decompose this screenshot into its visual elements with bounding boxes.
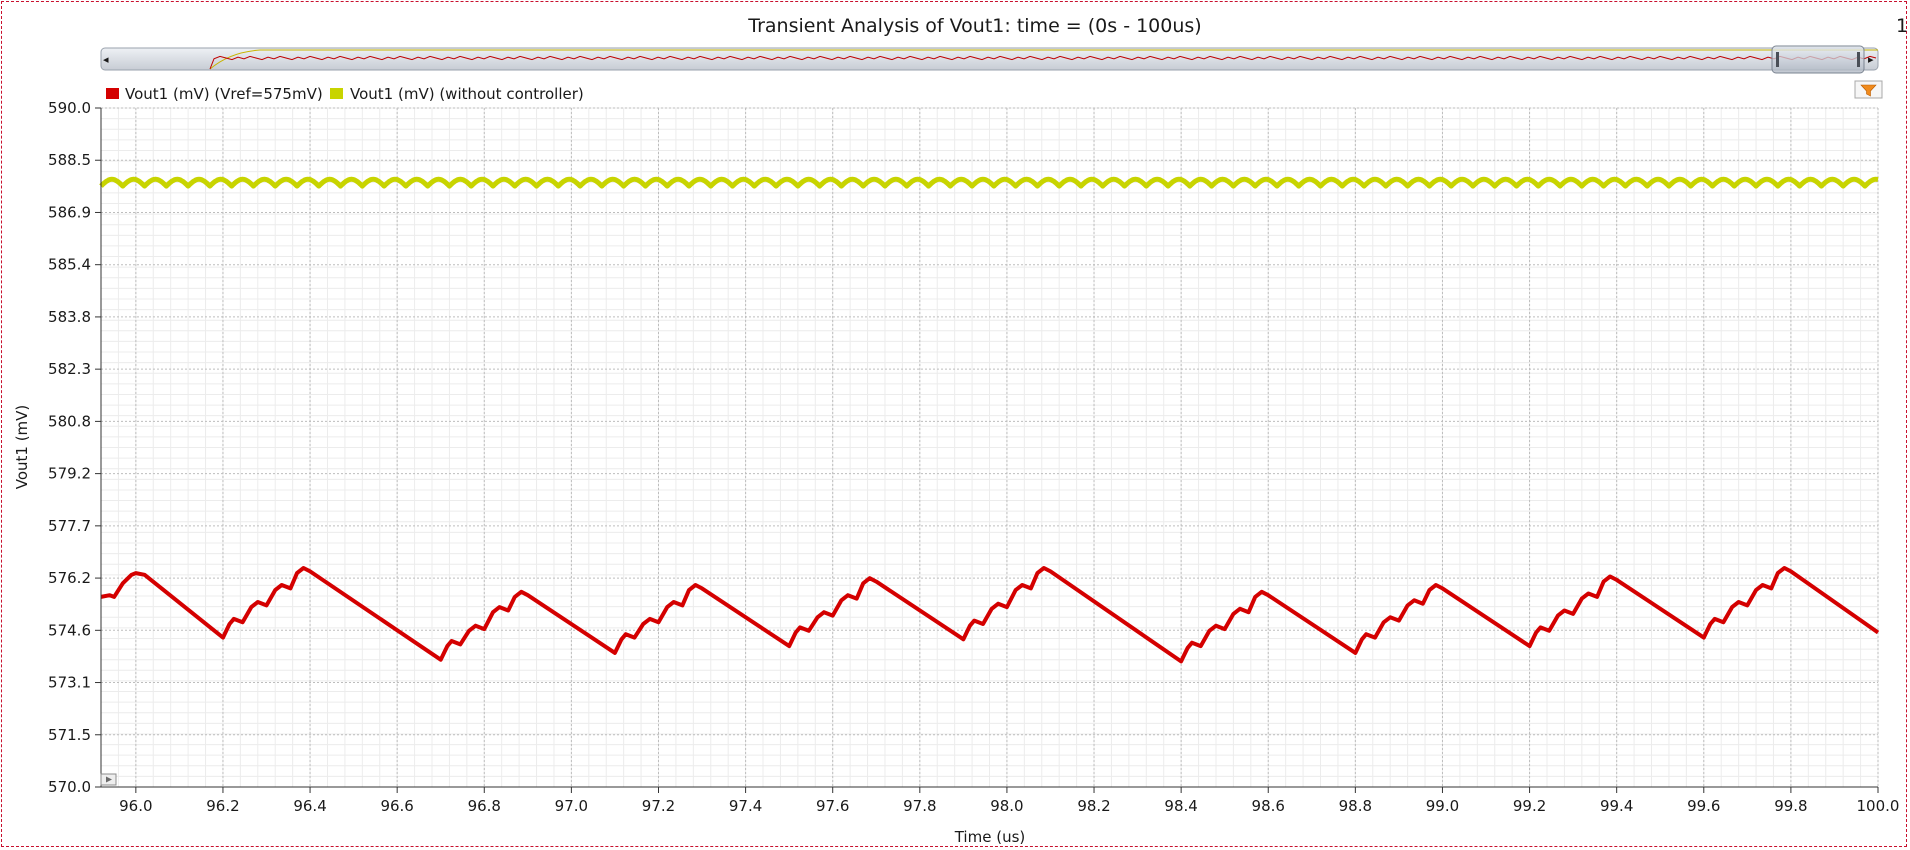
x-tick-labels: 96.0 96.2 96.4 96.6 96.8 97.0 97.2 97.4 97.6 97.8… [119, 797, 1899, 815]
legend-label-yellow[interactable]: Vout1 (mV) (without controller) [350, 85, 584, 103]
overview-right-arrow[interactable]: ▸ [1868, 53, 1874, 66]
y-tick-label: 586.9 [48, 203, 91, 221]
series-line-vref-575mv[interactable] [100, 566, 1880, 664]
y-tick-label: 580.8 [48, 412, 91, 430]
play-icon[interactable] [100, 773, 117, 786]
x-tick-label: 100.0 [1857, 797, 1900, 815]
x-tick-label: 98.2 [1077, 797, 1110, 815]
overview-track [100, 47, 1879, 71]
y-tick-label: 583.8 [48, 308, 91, 326]
overview-trace-yellow [209, 49, 1878, 70]
y-tick-label: 573.1 [48, 674, 91, 692]
x-axis-label: Time (us) [954, 828, 1026, 846]
y-tick-label: 590.0 [48, 99, 91, 117]
x-tick-label: 97.4 [729, 797, 762, 815]
x-tick-label: 96.2 [206, 797, 239, 815]
x-tick-label: 99.0 [1426, 797, 1459, 815]
chart-title: Transient Analysis of Vout1: time = (0s … [747, 15, 1201, 37]
x-tick-label: 98.4 [1164, 797, 1197, 815]
x-tick-label: 98.8 [1339, 797, 1372, 815]
page-marker: 1 [1896, 15, 1908, 37]
overview-left-handle[interactable] [1776, 52, 1779, 67]
y-tick-label: 579.2 [48, 465, 91, 483]
x-tick-label: 97.0 [555, 797, 588, 815]
legend-label-red[interactable]: Vout1 (mV) (Vref=575mV) [125, 85, 323, 103]
overview-left-arrow[interactable]: ◂ [103, 53, 109, 66]
y-axis-label: Vout1 (mV) [13, 405, 31, 490]
x-tick-label: 99.6 [1687, 797, 1720, 815]
overview-selection-window[interactable] [1771, 45, 1865, 74]
filter-icon[interactable] [1854, 80, 1883, 99]
y-tick-label: 570.0 [48, 778, 91, 796]
x-tick-label: 96.8 [468, 797, 501, 815]
x-tick-label: 99.4 [1600, 797, 1633, 815]
series-line-without-controller[interactable] [99, 176, 1880, 189]
x-tick-label: 98.6 [1252, 797, 1285, 815]
y-tick-label: 582.3 [48, 360, 91, 378]
x-tick-label: 98.0 [990, 797, 1023, 815]
y-tick-label: 574.6 [48, 621, 91, 639]
y-tick-label: 571.5 [48, 726, 91, 744]
series-layer [99, 176, 1880, 664]
overview-trace-red [209, 55, 1877, 70]
x-tick-label: 96.4 [293, 797, 326, 815]
axes [95, 107, 1879, 793]
x-tick-label: 99.8 [1774, 797, 1807, 815]
x-tick-label: 96.6 [380, 797, 413, 815]
overview-right-handle[interactable] [1857, 52, 1860, 67]
legend: Vout1 (mV) (Vref=575mV) Vout1 (mV) (with… [106, 85, 584, 103]
x-tick-label: 97.8 [903, 797, 936, 815]
legend-swatch-yellow[interactable] [330, 88, 343, 99]
overview-navigator[interactable]: ◂ ▸ [100, 45, 1879, 74]
x-tick-label: 97.6 [816, 797, 849, 815]
y-tick-labels: 590.0 588.5 586.9 585.4 583.8 582.3 580.8 579.2… [48, 99, 91, 796]
legend-swatch-red[interactable] [106, 88, 119, 99]
x-tick-label: 97.2 [642, 797, 675, 815]
y-tick-label: 577.7 [48, 517, 91, 535]
y-tick-label: 585.4 [48, 256, 91, 274]
x-tick-label: 99.2 [1513, 797, 1546, 815]
y-tick-label: 588.5 [48, 151, 91, 169]
x-tick-label: 96.0 [119, 797, 152, 815]
y-tick-label: 576.2 [48, 569, 91, 587]
grid-minor [100, 107, 1879, 788]
